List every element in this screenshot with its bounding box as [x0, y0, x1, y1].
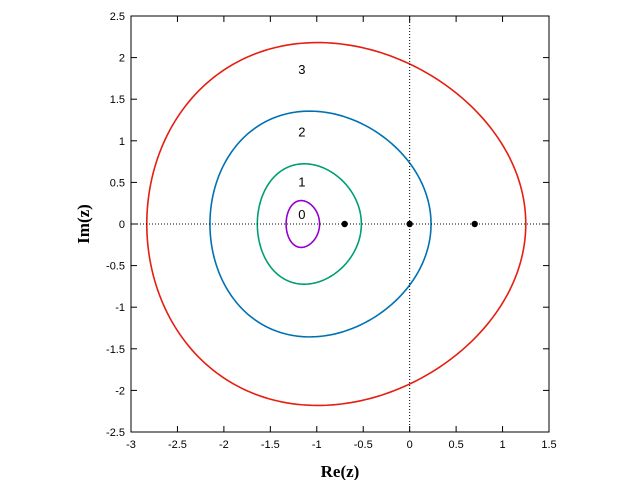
curve-label-3: 3: [298, 62, 305, 77]
y-tick-label: 1.5: [110, 94, 125, 106]
axis-ticks: [130, 15, 550, 433]
y-tick-label: 2: [119, 53, 125, 65]
y-tick-label: 0.5: [110, 177, 125, 189]
x-tick-label: 1.5: [541, 439, 556, 451]
y-tick-label: -2.5: [106, 427, 125, 439]
pole-point: [341, 220, 348, 228]
y-tick-label: -0.5: [106, 261, 125, 273]
y-axis-title: Im(z): [74, 204, 93, 244]
x-tick-label: 1: [499, 439, 505, 451]
y-tick-label: -1.5: [106, 344, 125, 356]
singular-points: [341, 220, 478, 228]
contour-curve-0: [285, 199, 321, 249]
pole-point: [471, 220, 478, 228]
x-tick-label: -2.5: [168, 439, 187, 451]
x-tick-label: 0.5: [448, 439, 463, 451]
y-tick-label: 0: [119, 219, 125, 231]
x-axis-title: Re(z): [321, 462, 360, 480]
y-tick-label: 1: [119, 136, 125, 148]
y-tick-label: -2: [115, 385, 125, 397]
x-tick-label: -1.5: [261, 439, 280, 451]
zero-axes: [131, 16, 549, 432]
plot-frame: [130, 15, 550, 433]
x-tick-labels: -3 -2.5 -2 -1.5 -1 -0.5 0 0.5 1 1.5: [126, 439, 557, 451]
x-tick-label: -3: [126, 439, 136, 451]
x-tick-label: -1: [312, 439, 322, 451]
y-tick-label: -1: [115, 302, 125, 314]
curve-label-1: 1: [298, 174, 305, 189]
curve-labels: 0 1 2 3: [298, 62, 305, 222]
curve-label-2: 2: [298, 124, 305, 139]
pole-point: [406, 220, 413, 228]
x-tick-label: 0: [407, 439, 413, 451]
y-tick-labels: -2.5 -2 -1.5 -1 -0.5 0 0.5 1 1.5 2 2.5: [106, 11, 125, 439]
y-tick-label: 2.5: [110, 11, 125, 23]
curve-label-0: 0: [298, 207, 305, 222]
x-tick-label: -0.5: [354, 439, 373, 451]
x-tick-label: -2: [219, 439, 229, 451]
